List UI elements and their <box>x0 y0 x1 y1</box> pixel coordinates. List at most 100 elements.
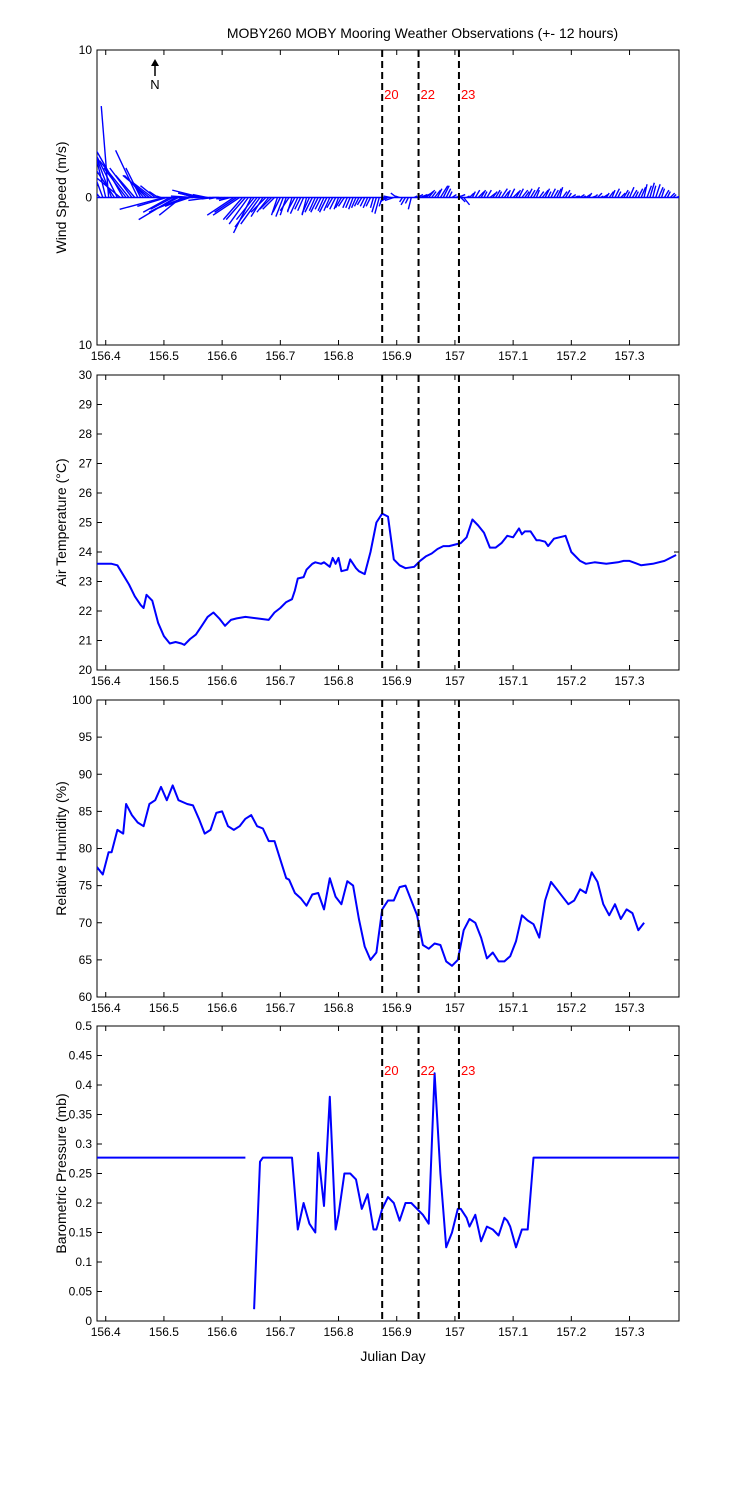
wind-vector <box>556 188 562 198</box>
y-axis-label: Air Temperature (°C) <box>53 458 69 586</box>
x-tick-label: 157.2 <box>556 1001 586 1015</box>
x-tick-label: 157 <box>445 1001 465 1015</box>
y-tick-label: 85 <box>79 804 93 818</box>
wind-vector <box>345 197 351 209</box>
wind-vector <box>98 160 130 198</box>
wind-vector <box>495 189 501 198</box>
x-tick-label: 156.6 <box>207 1001 237 1015</box>
wind-vector <box>142 196 171 213</box>
x-tick-label: 157.1 <box>498 349 528 363</box>
y-tick-label: 0.1 <box>75 1255 92 1269</box>
wind-vector <box>272 197 281 213</box>
y-tick-label: 21 <box>79 634 93 648</box>
wind-vector <box>119 196 165 210</box>
wind-vector <box>109 167 133 198</box>
x-tick-label: 157 <box>445 349 465 363</box>
wind-vector <box>532 186 541 198</box>
y-tick-label: 29 <box>79 398 93 412</box>
x-tick-label: 156.5 <box>149 674 179 688</box>
wind-vector <box>439 185 449 198</box>
wind-vector <box>628 186 635 198</box>
wind-vector <box>597 192 603 198</box>
wind-vector <box>623 189 629 198</box>
x-tick-label: 156.9 <box>382 349 412 363</box>
wind-vector <box>97 155 118 198</box>
x-tick-label: 157.3 <box>615 1325 645 1339</box>
wind-vector <box>314 197 322 210</box>
wind-vector <box>337 197 345 207</box>
wind-vector <box>114 150 139 198</box>
wind-vector <box>527 188 533 198</box>
y-axis-label: Wind Speed (m/s) <box>53 141 69 253</box>
wind-vector <box>140 185 156 199</box>
wind-vector <box>634 191 639 198</box>
wind-vector <box>310 197 319 213</box>
wind-vector <box>637 188 644 198</box>
wind-vector <box>399 197 404 203</box>
wind-vector <box>323 197 331 212</box>
wind-vector <box>574 195 579 199</box>
x-tick-label: 156.5 <box>149 1325 179 1339</box>
wind-vector <box>669 192 676 198</box>
wind-vector <box>167 196 191 206</box>
event-marker-label: 22 <box>421 1063 435 1078</box>
wind-vector <box>451 193 457 199</box>
pressure-line <box>253 1072 679 1310</box>
wind-vector <box>582 195 587 199</box>
wind-vector <box>384 196 395 202</box>
wind-vector <box>329 197 337 210</box>
y-tick-label: 65 <box>79 953 93 967</box>
wind-vector <box>614 188 621 198</box>
wind-vector <box>218 196 232 202</box>
wind-vector <box>137 196 168 208</box>
wind-vector <box>436 188 443 198</box>
wind-vector <box>304 197 313 213</box>
x-tick-label: 157.1 <box>498 1325 528 1339</box>
event-marker-label: 23 <box>461 87 475 102</box>
wind-vector <box>115 174 136 198</box>
wind-vector <box>259 197 273 210</box>
x-tick-label: 156.9 <box>382 1325 412 1339</box>
y-tick-label: 27 <box>79 457 93 471</box>
x-tick-label: 157.2 <box>556 674 586 688</box>
y-tick-label: 80 <box>79 842 93 856</box>
wind-vector <box>588 192 593 198</box>
x-tick-label: 156.6 <box>207 1325 237 1339</box>
wind-vector <box>192 193 208 199</box>
y-tick-label: 0.3 <box>75 1137 92 1151</box>
wind-vector <box>445 188 452 198</box>
x-tick-label: 156.8 <box>324 349 354 363</box>
wind-vector <box>347 197 354 210</box>
wind-vector <box>643 184 648 198</box>
y-tick-label: 0.4 <box>75 1078 92 1092</box>
x-tick-label: 157 <box>445 1325 465 1339</box>
wind-vector <box>585 193 591 199</box>
wind-vector <box>132 182 153 199</box>
wind-vector <box>206 196 235 216</box>
wind-vector <box>579 193 585 199</box>
wind-vector <box>646 185 653 198</box>
wind-vector <box>371 197 378 213</box>
x-tick-label: 156.9 <box>382 674 412 688</box>
wind-vector <box>342 197 348 209</box>
figure-title: MOBY260 MOBY Mooring Weather Observation… <box>226 25 619 41</box>
wind-vector <box>359 197 366 207</box>
x-tick-label: 157.2 <box>556 349 586 363</box>
wind-vector <box>631 189 638 198</box>
wind-vector <box>326 197 334 209</box>
wind-vector <box>150 196 173 210</box>
wind-vector <box>383 195 392 199</box>
wind-vector <box>518 188 525 198</box>
wind-vector <box>317 197 325 212</box>
wind-vector <box>570 193 577 199</box>
wind-vector <box>521 189 529 198</box>
wind-vector <box>154 196 185 210</box>
wind-vector <box>100 105 110 198</box>
wind-vector <box>512 191 520 198</box>
wind-vector <box>666 191 671 198</box>
x-axis-label: Julian Day <box>360 1348 425 1364</box>
wind-vector <box>214 196 238 213</box>
wind-vector <box>625 191 631 198</box>
wind-vector <box>652 185 657 198</box>
wind-vector <box>431 191 437 198</box>
